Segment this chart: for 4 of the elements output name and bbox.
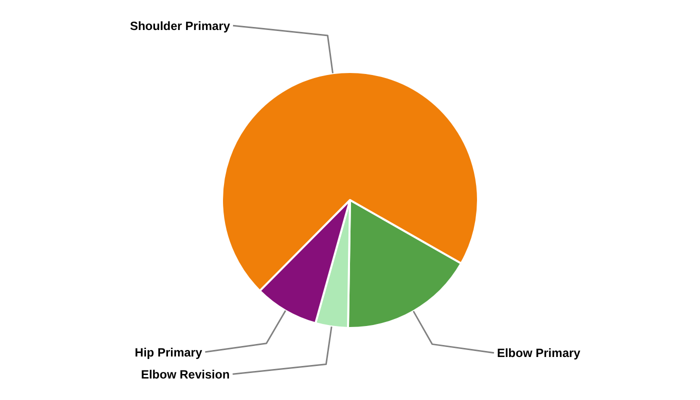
slice-label: Elbow Primary xyxy=(496,346,581,360)
slice-label: Shoulder Primary xyxy=(130,18,230,33)
slice-label: Hip Primary xyxy=(134,345,202,360)
slice-label: Elbow Revision xyxy=(140,367,230,382)
